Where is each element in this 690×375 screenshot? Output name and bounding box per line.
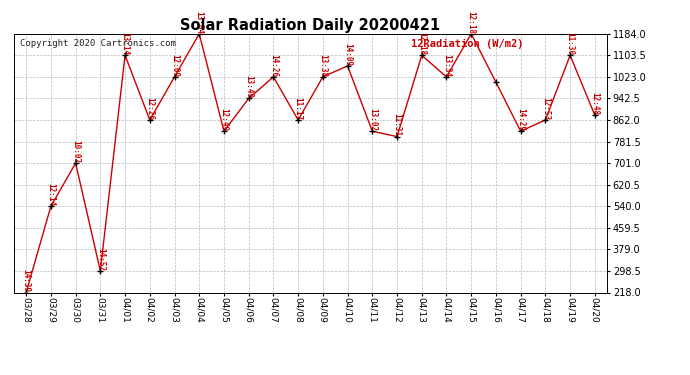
Text: 12:18: 12:18 [466, 10, 475, 34]
Text: 12:49: 12:49 [219, 108, 228, 131]
Title: Solar Radiation Daily 20200421: Solar Radiation Daily 20200421 [181, 18, 440, 33]
Text: 12:18: 12:18 [417, 32, 426, 56]
Text: 13:38: 13:38 [318, 54, 327, 77]
Text: 13:02: 13:02 [368, 108, 377, 131]
Text: 14:29: 14:29 [516, 108, 525, 131]
Text: 12:48: 12:48 [591, 92, 600, 115]
Text: 13:04: 13:04 [195, 10, 204, 34]
Text: 14:26: 14:26 [269, 54, 278, 77]
Text: 12:14: 12:14 [46, 183, 55, 206]
Text: 12:53: 12:53 [541, 97, 550, 120]
Text: 12:09: 12:09 [170, 54, 179, 77]
Text: 13:14: 13:14 [121, 32, 130, 56]
Text: 10:02: 10:02 [71, 140, 80, 163]
Text: 11:31: 11:31 [393, 114, 402, 136]
Text: 11:17: 11:17 [294, 97, 303, 120]
Text: Copyright 2020 Cartronics.com: Copyright 2020 Cartronics.com [20, 39, 176, 48]
Text: 13:49: 13:49 [244, 75, 253, 99]
Text: 14:39: 14:39 [21, 269, 30, 292]
Text: 12Radiation (W/m2): 12Radiation (W/m2) [411, 39, 524, 49]
Text: 12:26: 12:26 [146, 97, 155, 120]
Text: 14:52: 14:52 [96, 248, 105, 271]
Text: 11:30: 11:30 [566, 32, 575, 56]
Text: 13:34: 13:34 [442, 54, 451, 77]
Text: 14:09: 14:09 [343, 43, 352, 66]
